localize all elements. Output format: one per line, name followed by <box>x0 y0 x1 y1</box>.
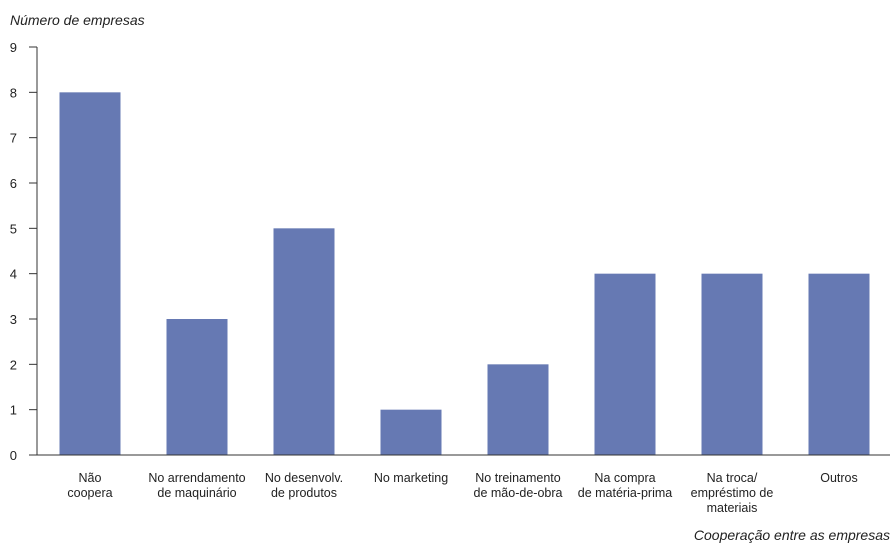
x-tick-label: No desenvolv. de produtos <box>265 471 343 500</box>
y-tick-label: 3 <box>10 312 17 327</box>
y-tick-label: 2 <box>10 357 17 372</box>
bar <box>380 409 442 455</box>
x-tick-label: Não coopera <box>67 471 112 500</box>
bar <box>808 273 870 455</box>
x-tick-label: Na compra de matéria-prima <box>578 471 673 500</box>
y-tick-label: 0 <box>10 448 17 463</box>
x-tick-label: No treinamento de mão-de-obra <box>474 471 563 500</box>
bar <box>273 228 335 455</box>
x-tick-label: Outros <box>820 471 858 485</box>
x-tick-label: No arrendamento de maquinário <box>148 471 245 500</box>
y-tick-label: 7 <box>10 131 17 146</box>
y-axis: 0 1 2 3 4 5 6 7 8 9 <box>10 40 38 463</box>
bar <box>701 273 763 455</box>
y-tick-label: 1 <box>10 403 17 418</box>
y-tick-label: 5 <box>10 221 17 236</box>
x-tick-label: Na troca/empréstimo de materiais <box>691 471 774 515</box>
y-tick-label: 6 <box>10 176 17 191</box>
x-axis-title: Cooperação entre as empresas <box>694 527 890 543</box>
bar <box>166 319 228 455</box>
y-axis-title: Número de empresas <box>10 12 145 28</box>
x-tick-label: No marketing <box>374 471 448 485</box>
y-tick-label: 8 <box>10 85 17 100</box>
y-tick-label: 9 <box>10 40 17 55</box>
bars <box>59 92 870 455</box>
x-axis: Não coopera No arrendamento de maquinário No… <box>37 454 890 515</box>
bar <box>594 273 656 455</box>
bar <box>487 364 549 455</box>
bar <box>59 92 121 455</box>
y-tick-label: 4 <box>10 267 17 282</box>
